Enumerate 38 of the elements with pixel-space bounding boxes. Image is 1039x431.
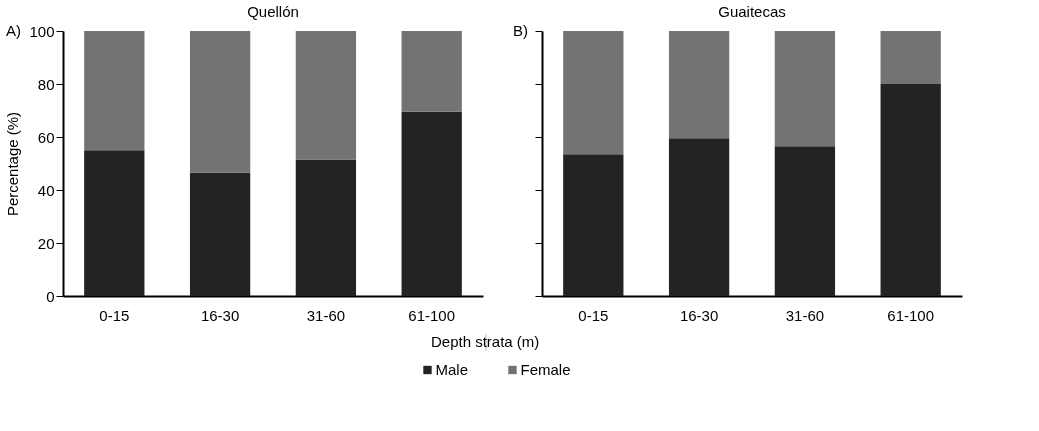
x-tick-label: 61-100: [887, 306, 935, 324]
bar: [295, 31, 357, 160]
y-tick-label: 100: [29, 22, 55, 40]
x-tick-label: 31-60: [306, 306, 346, 324]
legend-label: Female: [520, 361, 571, 378]
y-tick-label: 80: [37, 75, 55, 93]
y-tick-label: 40: [37, 181, 55, 199]
bar: [401, 31, 462, 112]
bar: [563, 31, 624, 155]
bar: [84, 31, 145, 151]
text: A): [6, 22, 21, 39]
bar: [668, 138, 730, 296]
x-tick-label: 0-15: [578, 306, 609, 324]
bar: [189, 172, 251, 296]
y-tick-label: 20: [37, 234, 55, 252]
bar: [563, 154, 624, 296]
x-tick-label: 61-100: [408, 306, 456, 324]
chart-title: Quellón: [247, 3, 299, 20]
y-tick-label: 60: [37, 128, 55, 146]
bar: [295, 159, 357, 296]
bar: [84, 150, 145, 296]
y-tick-label: 0: [46, 287, 55, 305]
bar: [880, 84, 941, 296]
legend-label: Male: [435, 361, 469, 378]
x-tick-label: 31-60: [785, 306, 825, 324]
text: B): [513, 22, 528, 39]
x-tick-label: 16-30: [200, 306, 240, 324]
bar: [880, 31, 941, 84]
y-axis-title: Percentage (%): [4, 111, 22, 217]
bar: [774, 146, 836, 296]
bar: [189, 31, 251, 173]
chart-title: Guaitecas: [718, 3, 786, 20]
bar: [668, 31, 730, 139]
x-tick-label: 0-15: [99, 306, 130, 324]
x-axis-title: Depth strata (m): [430, 333, 540, 350]
x-tick-label: 16-30: [679, 306, 719, 324]
bar: [774, 31, 836, 147]
bar: [401, 111, 462, 296]
